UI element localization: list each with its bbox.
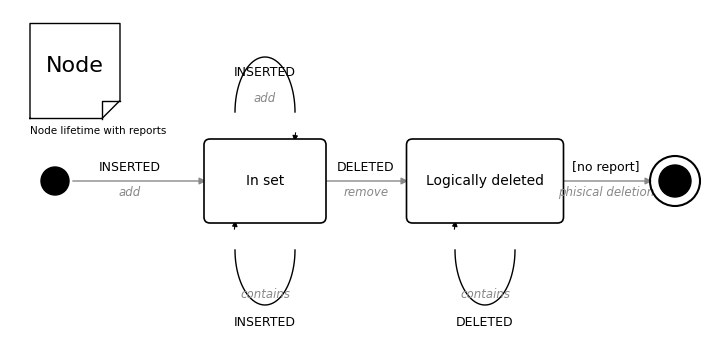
- Text: INSERTED: INSERTED: [99, 161, 161, 174]
- Text: remove: remove: [343, 186, 389, 199]
- Text: Node lifetime with reports: Node lifetime with reports: [30, 126, 167, 135]
- FancyBboxPatch shape: [204, 139, 326, 223]
- Polygon shape: [30, 23, 120, 118]
- FancyBboxPatch shape: [407, 139, 564, 223]
- Text: Node: Node: [46, 56, 104, 76]
- Text: DELETED: DELETED: [337, 161, 395, 174]
- Text: In set: In set: [246, 174, 284, 188]
- Text: DELETED: DELETED: [456, 316, 514, 329]
- Text: contains: contains: [240, 287, 290, 300]
- Text: add: add: [119, 186, 141, 199]
- Text: add: add: [254, 92, 276, 105]
- Text: phisical deletion: phisical deletion: [558, 186, 654, 199]
- Text: contains: contains: [460, 287, 510, 300]
- Text: INSERTED: INSERTED: [234, 316, 296, 329]
- Circle shape: [41, 167, 69, 195]
- Text: INSERTED: INSERTED: [234, 66, 296, 79]
- Circle shape: [659, 165, 691, 197]
- Text: [no report]: [no report]: [572, 161, 640, 174]
- Text: Logically deleted: Logically deleted: [426, 174, 544, 188]
